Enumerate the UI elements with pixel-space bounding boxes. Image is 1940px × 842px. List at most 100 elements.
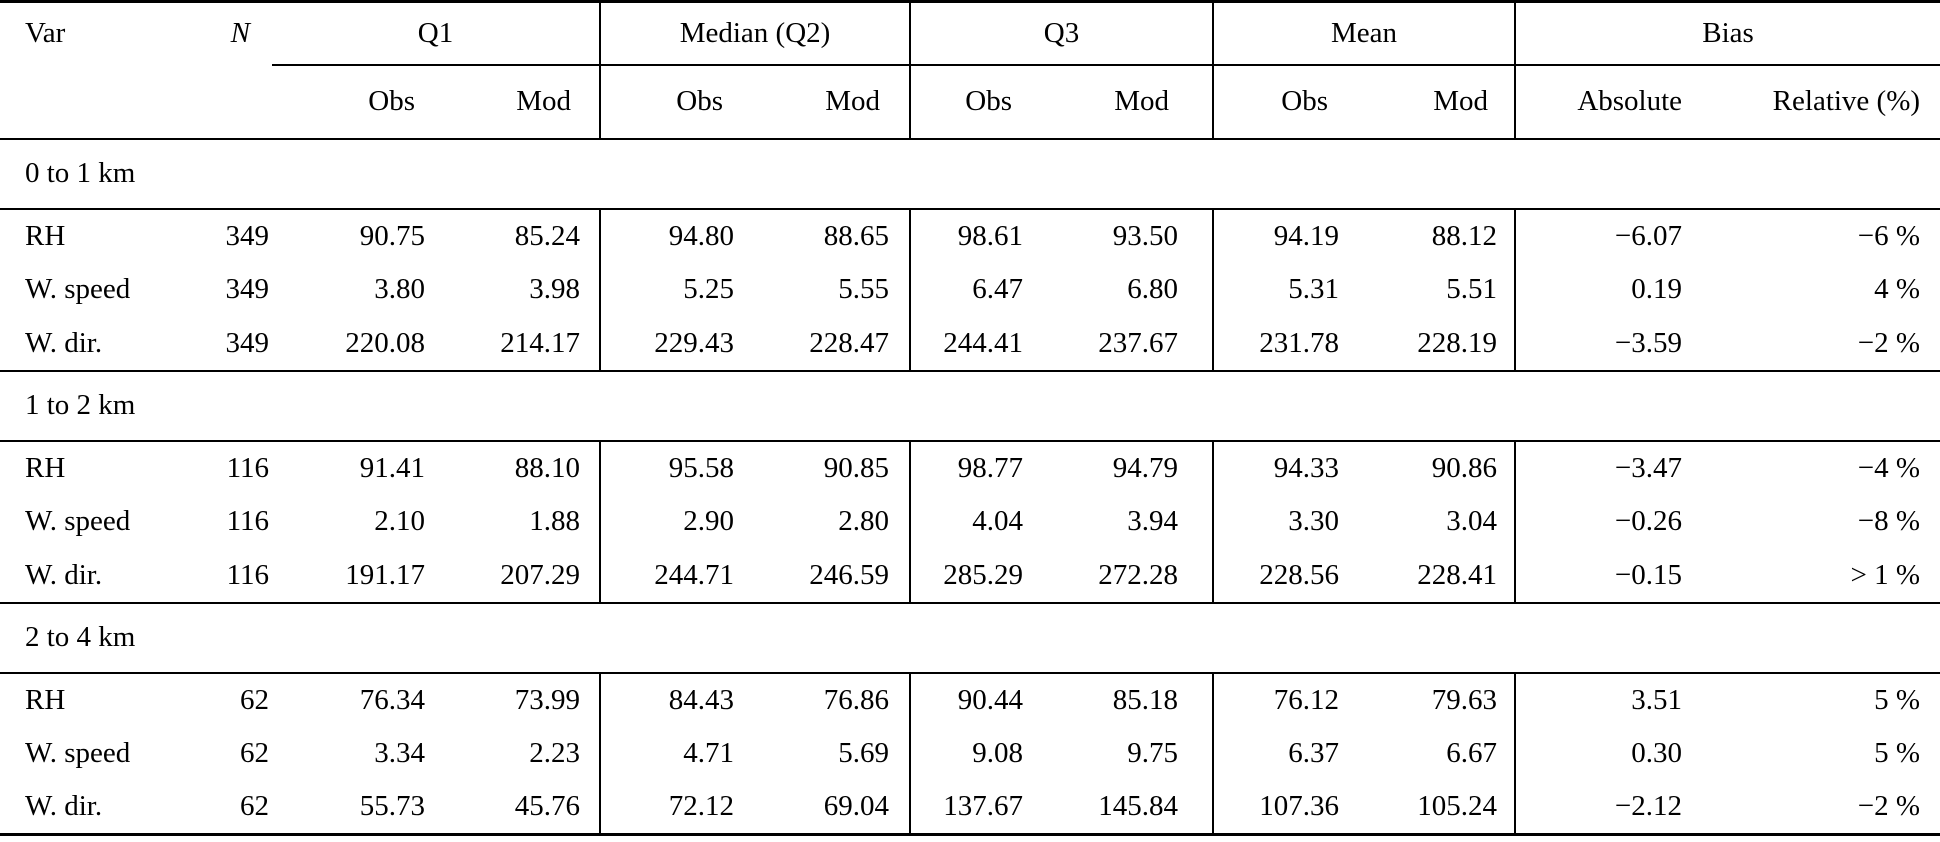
header-median-mod: Mod [737,64,912,140]
cell-q3-obs: 9.08 [972,737,1024,769]
cell-q3-obs: 285.29 [943,558,1024,591]
cell-var: RH [25,451,66,484]
cell-median-mod: 88.65 [737,208,912,263]
header-q3-obs: Obs [910,64,1027,140]
cell-n: 116 [226,558,269,591]
cell-q1-mod: 3.98 [428,262,602,317]
header-var: Var [25,17,66,50]
cell-bias-relative: −2 % [1857,326,1921,359]
cell-q3-mod: 237.67 [1026,316,1215,371]
header-group-q1: Q1 [272,1,602,66]
cell-mean-mod: 88.12 [1342,208,1517,263]
cell-median-obs: 5.25 [683,273,735,305]
cell-mean-obs: 5.31 [1288,273,1340,305]
header-q3-mod: Mod [1026,64,1215,140]
section-1-to-2km: 1 to 2 km RH 116 91.41 88.10 95.58 90.85… [0,369,1940,603]
cell-q1-obs: 3.34 [374,737,425,769]
cell-q1-mod: 85.24 [428,208,602,263]
cell-median-mod: 5.55 [737,262,912,317]
cell-q3-obs: 90.44 [957,683,1024,716]
header-group-q3: Q3 [910,1,1215,66]
header-spacer [0,64,190,140]
cell-median-mod: 2.80 [737,494,912,549]
cell-median-mod: 5.69 [737,726,912,781]
section-title-row: 0 to 1 km [0,137,1940,210]
cell-n: 116 [226,451,269,484]
cell-bias-relative: −6 % [1857,219,1921,252]
cell-q1-obs: 191.17 [345,558,425,591]
cell-q3-obs: 6.47 [972,273,1024,305]
header-median-obs: Obs [600,64,738,140]
cell-n: 62 [240,790,269,823]
cell-mean-mod: 228.19 [1342,316,1517,371]
cell-q3-mod: 9.75 [1026,726,1215,781]
cell-n: 62 [240,737,269,769]
cell-mean-mod: 228.41 [1342,548,1517,603]
table-header: Var N Q1 Median (Q2) Q3 Mean Bias Obs Mo… [0,1,1940,140]
cell-mean-mod: 3.04 [1342,494,1517,549]
section-2-to-4km: 2 to 4 km RH 62 76.34 73.99 84.43 76.86 … [0,601,1940,835]
header-group-mean: Mean [1213,1,1517,66]
cell-median-obs: 229.43 [654,326,735,359]
header-n: N [230,17,250,50]
cell-q3-mod: 85.18 [1026,672,1215,727]
cell-var: W. dir. [25,558,103,591]
table-row: RH 62 76.34 73.99 84.43 76.86 90.44 85.1… [0,672,1940,727]
table-row: RH 116 91.41 88.10 95.58 90.85 98.77 94.… [0,440,1940,495]
cell-bias-absolute: 0.19 [1631,273,1683,305]
header-sub-row: Obs Mod Obs Mod Obs Mod Obs Mod Absolute… [0,64,1940,140]
cell-q1-obs: 2.10 [374,505,425,537]
cell-mean-mod: 6.67 [1342,726,1517,781]
cell-q3-obs: 98.77 [957,451,1024,484]
cell-bias-relative: −4 % [1857,451,1921,484]
cell-median-mod: 228.47 [737,316,912,371]
cell-q3-mod: 6.80 [1026,262,1215,317]
cell-bias-absolute: −2.12 [1614,790,1683,823]
cell-median-mod: 69.04 [737,780,912,835]
cell-q3-mod: 145.84 [1026,780,1215,835]
cell-median-mod: 246.59 [737,548,912,603]
cell-n: 116 [226,505,269,537]
cell-bias-absolute: −6.07 [1614,219,1683,252]
header-q1-obs: Obs [272,64,428,140]
cell-q1-mod: 2.23 [428,726,602,781]
cell-bias-relative: 5 % [1874,737,1921,769]
cell-q1-obs: 76.34 [359,683,425,716]
cell-mean-obs: 94.19 [1273,219,1340,252]
cell-q1-obs: 90.75 [359,219,425,252]
cell-median-obs: 72.12 [668,790,735,823]
cell-bias-absolute: 3.51 [1631,683,1683,716]
cell-bias-absolute: −3.59 [1614,326,1683,359]
cell-q3-mod: 93.50 [1026,208,1215,263]
cell-q1-obs: 91.41 [359,451,425,484]
section-title: 2 to 4 km [0,601,1940,674]
header-spacer [190,64,272,140]
cell-median-obs: 94.80 [668,219,735,252]
cell-median-mod: 76.86 [737,672,912,727]
cell-mean-obs: 94.33 [1273,451,1340,484]
cell-mean-mod: 105.24 [1342,780,1517,835]
cell-q3-mod: 94.79 [1026,440,1215,495]
cell-q1-mod: 214.17 [428,316,602,371]
cell-q1-mod: 45.76 [428,780,602,835]
cell-median-obs: 84.43 [668,683,735,716]
cell-n: 349 [225,273,270,305]
cell-mean-obs: 3.30 [1288,505,1340,537]
table-row: W. dir. 116 191.17 207.29 244.71 246.59 … [0,548,1940,603]
header-mean-mod: Mod [1342,64,1517,140]
cell-mean-obs: 228.56 [1259,558,1340,591]
cell-var: W. speed [25,273,131,305]
cell-var: W. dir. [25,326,103,359]
cell-n: 349 [225,326,270,359]
cell-q3-obs: 4.04 [972,505,1024,537]
header-mean-obs: Obs [1213,64,1343,140]
cell-mean-obs: 231.78 [1259,326,1340,359]
cell-var: RH [25,219,66,252]
cell-bias-absolute: −3.47 [1614,451,1683,484]
cell-bias-relative: 4 % [1874,273,1921,305]
cell-mean-mod: 90.86 [1342,440,1517,495]
header-group-bias: Bias [1515,1,1940,66]
cell-mean-mod: 5.51 [1342,262,1517,317]
cell-median-obs: 95.58 [668,451,735,484]
header-q1-mod: Mod [428,64,602,140]
